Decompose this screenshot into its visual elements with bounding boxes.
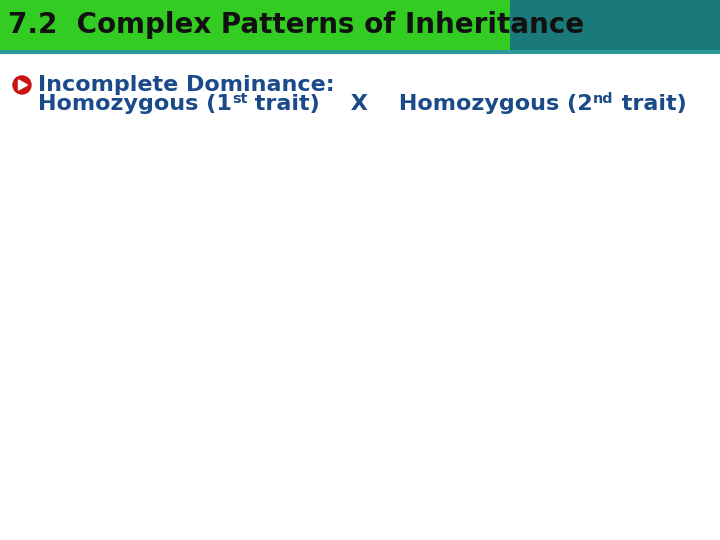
Text: Incomplete Dominance:: Incomplete Dominance: bbox=[38, 75, 335, 95]
Bar bbox=[0, 50, 720, 54]
Polygon shape bbox=[19, 80, 27, 90]
Circle shape bbox=[13, 76, 31, 94]
Text: trait): trait) bbox=[613, 94, 686, 114]
Text: st: st bbox=[232, 92, 248, 106]
Bar bbox=[0, 0, 510, 50]
Text: trait)    X    Homozygous (2: trait) X Homozygous (2 bbox=[248, 94, 593, 114]
Text: nd: nd bbox=[593, 92, 613, 106]
Bar bbox=[0, 0, 720, 50]
Text: 7.2  Complex Patterns of Inheritance: 7.2 Complex Patterns of Inheritance bbox=[8, 11, 584, 39]
Text: Homozygous (1: Homozygous (1 bbox=[38, 94, 232, 114]
